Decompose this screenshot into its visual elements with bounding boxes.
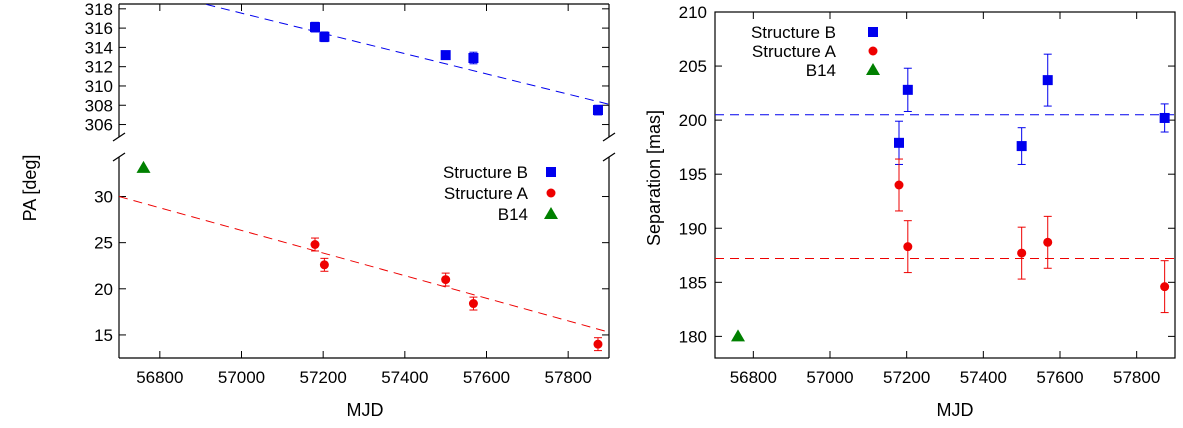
separation-point-structure-a: [1043, 237, 1053, 247]
pa-legend-label: Structure A: [444, 184, 529, 203]
pa-x-axis-label: MJD: [347, 400, 384, 420]
pa-point-structure-b: [310, 22, 320, 33]
pa-point-structure-b: [592, 105, 603, 116]
separation-point-b14: [731, 329, 745, 342]
pa-point-structure-a: [319, 260, 329, 270]
separation-point-structure-b: [1042, 75, 1053, 86]
separation-point-structure-b: [1016, 141, 1027, 152]
pa-legend: Structure B Structure A B14: [443, 163, 558, 224]
separation-point-structure-a: [903, 242, 913, 252]
separation-legend-marker: [866, 63, 880, 75]
pa-lower-y-tick-label: 30: [94, 188, 113, 207]
pa-upper-y-tick-label: 306: [85, 116, 113, 135]
pa-upper-y-tick-label: 318: [85, 0, 113, 19]
pa-upper-y-tick-label: 314: [85, 38, 113, 57]
pa-lower-y-tick-label: 25: [94, 234, 113, 253]
separation-legend-marker: [868, 27, 878, 37]
separation-point-structure-b: [894, 137, 904, 148]
separation-x-tick-label: 57200: [883, 368, 930, 387]
pa-legend-label: B14: [498, 205, 528, 224]
separation-legend-marker: [868, 46, 878, 56]
pa-point-structure-a: [310, 240, 320, 250]
pa-point-structure-a: [593, 339, 603, 349]
pa-point-structure-a: [441, 275, 451, 285]
pa-x-tick-label: 57600: [463, 368, 510, 387]
pa-point-b14: [136, 160, 151, 173]
pa-point-structure-a: [468, 299, 478, 309]
pa-fit-line-structure-b: [202, 4, 609, 105]
pa-upper-y-tick-label: 312: [85, 58, 113, 77]
separation-y-tick-label: 180: [679, 327, 707, 346]
separation-y-tick-label: 190: [679, 219, 707, 238]
separation-y-tick-label: 200: [679, 111, 707, 130]
pa-legend-marker: [546, 167, 556, 177]
separation-point-structure-a: [1017, 248, 1027, 258]
pa-lower-y-tick-label: 15: [94, 326, 113, 345]
separation-x-tick-label: 57000: [806, 368, 853, 387]
pa-upper-y-tick-label: 316: [85, 19, 113, 38]
pa-upper-y-tick-label: 308: [85, 96, 113, 115]
pa-upper-y-tick-label: 310: [85, 77, 113, 96]
pa-fit-line-structure-a: [119, 196, 609, 333]
separation-legend-label: Structure B: [751, 23, 836, 42]
separation-x-tick-label: 57400: [960, 368, 1007, 387]
separation-point-structure-a: [1160, 282, 1170, 292]
pa-x-tick-label: 57200: [300, 368, 347, 387]
separation-y-tick-label: 205: [679, 57, 707, 76]
separation-point-structure-a: [894, 180, 904, 190]
separation-point-structure-b: [1159, 112, 1170, 123]
pa-x-tick-label: 56800: [136, 368, 183, 387]
separation-legend-label: Structure A: [752, 42, 837, 61]
separation-y-tick-label: 210: [679, 3, 707, 22]
separation-y-axis-label: Separation [mas]: [644, 110, 664, 246]
pa-lower-y-tick-label: 20: [94, 280, 113, 299]
pa-axis-break-upper: [112, 132, 126, 142]
pa-y-axis-label: PA [deg]: [20, 155, 40, 222]
separation-x-axis-label: MJD: [937, 400, 974, 420]
pa-legend-marker: [546, 188, 556, 198]
separation-x-tick-label: 57600: [1036, 368, 1083, 387]
pa-axis-break-lower: [112, 152, 126, 162]
pa-point-structure-b: [319, 31, 330, 42]
separation-chart: Separation [mas] MJD 180 185 190 195 200 205 2…: [644, 3, 1176, 420]
pa-point-structure-b: [440, 50, 451, 61]
pa-legend-label: Structure B: [443, 163, 528, 182]
separation-x-tick-label: 57800: [1113, 368, 1160, 387]
pa-axis-break-lower: [602, 152, 616, 162]
pa-point-structure-b: [468, 53, 479, 63]
separation-point-structure-b: [902, 84, 913, 95]
separation-frame: [714, 11, 1176, 359]
pa-legend-marker: [544, 207, 558, 219]
separation-x-tick-label: 56800: [730, 368, 777, 387]
separation-legend-label: B14: [806, 61, 836, 80]
pa-x-tick-label: 57800: [545, 368, 592, 387]
separation-y-tick-label: 185: [679, 273, 707, 292]
pa-axis-break-upper: [602, 132, 616, 142]
pa-x-tick-label: 57400: [381, 368, 428, 387]
pa-x-tick-label: 57000: [218, 368, 265, 387]
separation-y-tick-label: 195: [679, 165, 707, 184]
